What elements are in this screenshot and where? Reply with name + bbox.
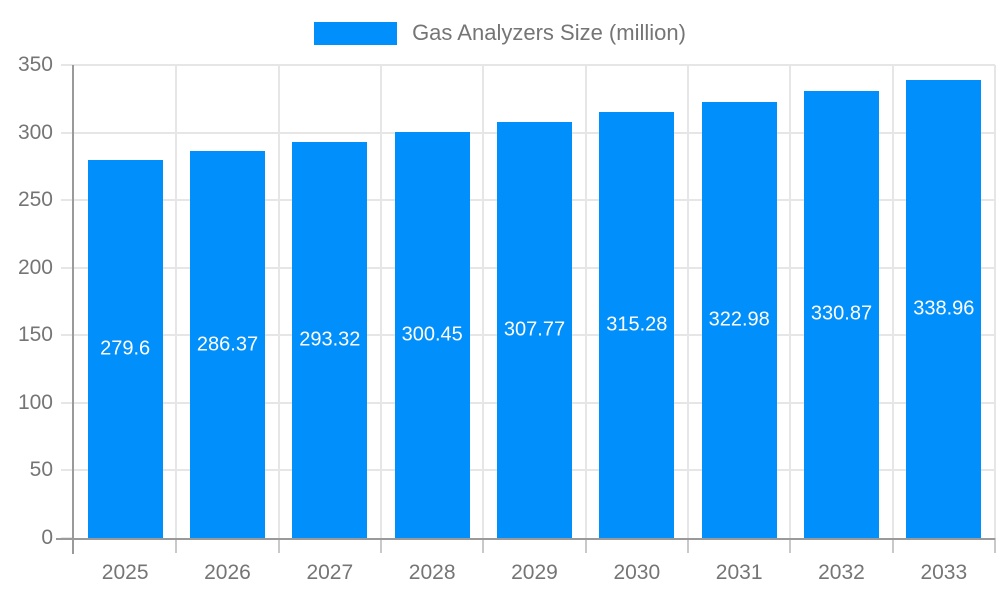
bar-2025[interactable]: 279.6 [87, 160, 163, 538]
x-axis-tick [789, 538, 792, 553]
bar-2032[interactable]: 330.87 [804, 90, 879, 538]
x-gridline [584, 65, 587, 538]
x-gridline [482, 65, 485, 538]
bar-2027[interactable]: 293.32 [292, 141, 368, 538]
bar-value-label: 322.98 [708, 308, 770, 331]
x-axis-tick [175, 538, 178, 553]
x-axis-label-2030: 2030 [613, 561, 661, 584]
x-gridline [175, 65, 178, 538]
x-axis-tick [584, 538, 587, 553]
x-gridline [380, 65, 382, 538]
x-axis-label-2033: 2033 [920, 561, 968, 584]
y-axis-tick [61, 469, 74, 472]
x-axis-label-2027: 2027 [306, 561, 354, 584]
x-axis-label-2028: 2028 [408, 561, 456, 584]
y-axis-label: 50 [29, 458, 53, 482]
x-axis-label-2029: 2029 [511, 561, 558, 584]
y-axis-tick [61, 199, 74, 202]
bar-2030[interactable]: 315.28 [599, 111, 675, 538]
x-axis-line [56, 538, 995, 540]
x-gridline [789, 65, 792, 538]
bar-value-label: 300.45 [401, 323, 463, 346]
legend-swatch-icon [314, 21, 398, 45]
x-axis-tick [482, 538, 485, 553]
y-axis-label: 250 [17, 188, 53, 212]
bar-2026[interactable]: 286.37 [190, 151, 265, 538]
bar-2028[interactable]: 300.45 [394, 132, 470, 538]
bar-value-label: 279.6 [100, 337, 151, 360]
x-axis-label-2025: 2025 [101, 561, 149, 584]
x-gridline [891, 65, 894, 538]
bar-2033[interactable]: 338.96 [906, 79, 982, 538]
bar-value-label: 315.28 [606, 313, 668, 336]
bar-value-label: 293.32 [299, 328, 361, 351]
x-axis-tick [687, 538, 689, 553]
bar-value-label: 286.37 [196, 333, 259, 355]
plot-area: 0 50 100 150 200 250 300 350 279.6 2025 286.37 2026… [18, 53, 996, 584]
y-axis-tick [61, 131, 74, 134]
bar-value-label: 338.96 [913, 297, 975, 320]
x-axis-tick [380, 538, 382, 553]
x-gridline [277, 65, 280, 538]
legend[interactable]: Gas Analyzers Size (million) [0, 20, 1000, 46]
y-axis-tick [61, 266, 74, 269]
x-gridline [687, 65, 689, 538]
legend-label: Gas Analyzers Size (million) [412, 20, 686, 45]
y-axis-label: 300 [17, 120, 53, 144]
x-axis-tick [891, 538, 894, 553]
bar-value-label: 330.87 [810, 302, 873, 325]
y-axis-label: 100 [17, 390, 53, 414]
y-axis-label: 200 [17, 255, 53, 279]
x-axis-label-2026: 2026 [204, 561, 251, 584]
bar-value-label: 307.77 [503, 318, 566, 341]
bar-2031[interactable]: 322.98 [701, 101, 777, 538]
x-axis-tick [277, 538, 280, 553]
y-axis-label: 350 [17, 53, 53, 76]
x-axis-label-2031: 2031 [715, 561, 763, 584]
y-axis-line [72, 65, 74, 554]
y-axis-tick [61, 334, 74, 337]
x-axis-label-2032: 2032 [818, 561, 865, 584]
y-gridline [74, 64, 995, 66]
y-axis-tick [61, 401, 74, 404]
x-gridline [994, 65, 996, 538]
x-axis-tick [994, 538, 996, 553]
y-axis-tick [61, 64, 74, 66]
y-axis-label: 0 [41, 526, 53, 549]
y-axis-label: 150 [17, 323, 53, 347]
bar-2029[interactable]: 307.77 [497, 122, 572, 538]
